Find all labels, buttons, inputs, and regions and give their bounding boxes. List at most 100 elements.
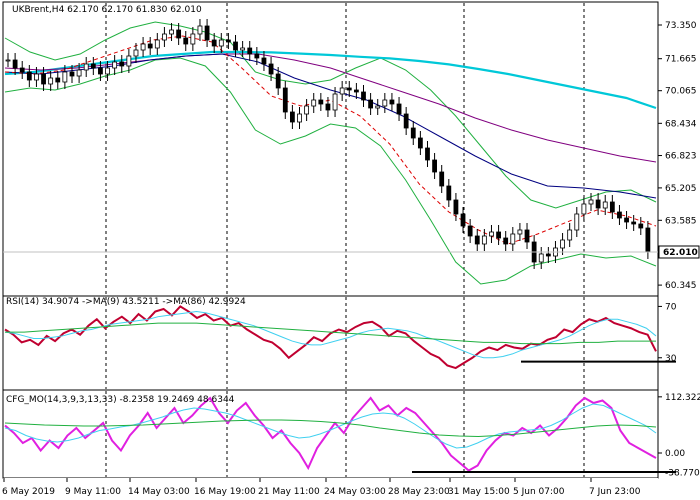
- candle-body: [567, 229, 573, 241]
- candle-body: [510, 233, 516, 245]
- x-tick-label: 28 May 23:00: [388, 487, 450, 497]
- candle-body: [204, 25, 210, 41]
- y-tick-label: 70: [665, 302, 677, 312]
- candle-body: [19, 67, 25, 73]
- candle-body: [226, 39, 231, 43]
- candle-body: [375, 105, 381, 109]
- candle-body: [425, 147, 430, 161]
- current-price-label: 62.010: [663, 248, 698, 258]
- candle-body: [517, 229, 523, 235]
- candle-body: [545, 253, 551, 257]
- y-tick-label: 73.350: [665, 21, 697, 31]
- candle-body: [496, 231, 501, 239]
- candle-body: [368, 99, 374, 109]
- candle-body: [154, 39, 160, 49]
- y-tick-label: 112.3222: [665, 393, 700, 403]
- candle-body: [332, 93, 338, 111]
- bollinger-lower-band: [4, 57, 657, 285]
- candle-body: [147, 43, 153, 49]
- candle-body: [382, 99, 388, 107]
- candle-body: [617, 211, 622, 219]
- rsi-panel-title: RSI(14) 34.9074 ->MA(9) 43.5211 ->MA(86)…: [6, 297, 246, 307]
- candle-body: [311, 99, 317, 107]
- indicator-line-1: [4, 403, 657, 449]
- candle-body: [183, 37, 189, 45]
- candle-body: [190, 33, 196, 45]
- candle-body: [98, 67, 103, 75]
- candle-body: [12, 59, 18, 69]
- cfg-mo-panel-title: CFG_MO(14,3,9,3,13,33) -8.2358 19.2469 4…: [6, 395, 235, 405]
- y-tick-label: 68.434: [665, 119, 697, 129]
- candle-body: [538, 253, 544, 263]
- x-tick-label: 14 May 03:00: [128, 487, 190, 497]
- candle-body: [489, 231, 494, 237]
- candle-body: [417, 137, 423, 149]
- candle-body: [62, 71, 68, 83]
- price-panel: 73.350 71.665 70.065 68.434 66.823 65.205 63.5…: [2, 1, 700, 297]
- y-tick-label: -38.7709: [665, 468, 700, 478]
- y-tick-label: 65.205: [665, 184, 697, 194]
- y-tick-label: 0.00: [665, 449, 685, 459]
- candle-body: [439, 171, 445, 187]
- candle-body: [318, 99, 324, 105]
- candle-body: [346, 87, 352, 91]
- candle-body: [197, 25, 203, 35]
- indicator-line-0: [4, 305, 657, 370]
- candle-body: [275, 73, 281, 89]
- y-tick-label: 71.665: [665, 55, 697, 65]
- candle-body: [588, 199, 594, 205]
- x-tick-label: 31 May 15:00: [448, 487, 510, 497]
- candle-body: [5, 59, 11, 62]
- candle-body: [34, 73, 39, 81]
- candle-body: [289, 111, 295, 123]
- candle-body: [325, 103, 331, 111]
- current-price-box: [658, 245, 700, 259]
- candle-body: [297, 113, 302, 123]
- time-axis: 6 May 2019 9 May 11:00 14 May 03:00 16 May …: [2, 478, 658, 498]
- candle-body: [432, 159, 437, 173]
- candle-body: [41, 73, 46, 85]
- candle-body: [503, 237, 509, 245]
- x-tick-label: 6 May 2019: [2, 487, 55, 497]
- candle-body: [460, 213, 466, 227]
- candle-body: [638, 223, 644, 229]
- candle-body: [609, 201, 615, 213]
- y-tick-label: 60.345: [665, 281, 697, 291]
- candle-body: [602, 201, 608, 209]
- bollinger-upper-band: [4, 21, 657, 209]
- candle-body: [446, 185, 452, 201]
- candle-body: [176, 29, 182, 39]
- x-tick-label: 9 May 11:00: [65, 487, 121, 497]
- candle-body: [48, 77, 54, 85]
- time-axis-strip: [3, 478, 658, 498]
- candle-body: [581, 203, 587, 215]
- candle-body: [268, 63, 274, 75]
- candle-body: [261, 57, 267, 65]
- y-tick-label: 30: [665, 354, 677, 364]
- candle-body: [119, 61, 125, 67]
- candle-body: [169, 29, 174, 35]
- indicator-line-0: [4, 396, 657, 472]
- candle-body: [631, 221, 637, 225]
- candle-body: [403, 113, 409, 129]
- candle-body: [467, 225, 473, 237]
- x-tick-label: 7 Jun 23:00: [589, 487, 641, 497]
- candle-body: [361, 91, 366, 101]
- candle-body: [304, 105, 310, 115]
- candle-body: [247, 47, 253, 55]
- candle-body: [560, 239, 565, 249]
- price-panel-title: UKBrent,H4 62.170 62.170 61.830 62.010: [12, 5, 202, 15]
- candle-body: [90, 63, 96, 69]
- candle-body: [133, 49, 139, 57]
- y-tick-label: 70.065: [665, 87, 697, 97]
- candle-body: [69, 71, 75, 77]
- candle-body: [474, 235, 480, 245]
- candle-body: [396, 103, 402, 115]
- x-tick-label: 24 May 03:00: [324, 487, 386, 497]
- indicator-line-2: [4, 419, 657, 438]
- x-tick-label: 16 May 19:00: [194, 487, 256, 497]
- candle-body: [410, 127, 416, 139]
- candle-body: [574, 213, 580, 231]
- candle-body: [389, 99, 395, 105]
- candle-body: [218, 39, 224, 47]
